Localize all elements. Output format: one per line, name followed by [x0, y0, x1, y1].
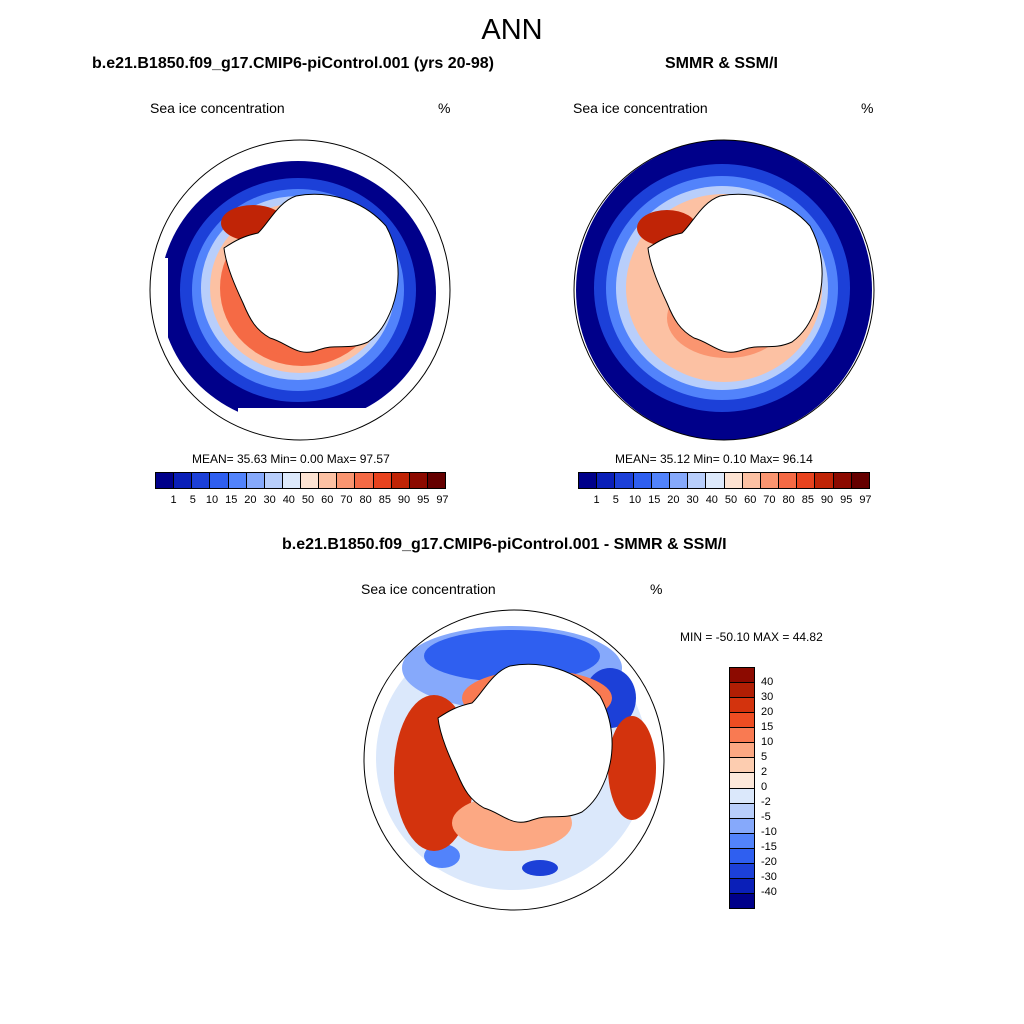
p2-tick: 70 — [763, 494, 776, 506]
p3-tick: -5 — [761, 811, 771, 823]
p2-tick: 30 — [686, 494, 699, 506]
panel2-units-label: % — [861, 100, 874, 116]
panel1-title: b.e21.B1850.f09_g17.CMIP6-piControl.001 … — [92, 55, 494, 72]
panel1-colorbar-ticks: 1 5 10 15 20 30 40 50 60 70 80 85 90 95 … — [164, 494, 452, 506]
p1-tick: 85 — [378, 494, 391, 506]
panel1-colorbar — [155, 472, 446, 489]
panel2-stats: MEAN= 35.12 Min= 0.10 Max= 96.14 — [615, 452, 813, 466]
p2-tick: 20 — [667, 494, 680, 506]
p2-tick: 85 — [801, 494, 814, 506]
p2-tick: 97 — [859, 494, 872, 506]
p2-tick: 5 — [612, 494, 619, 506]
p3-tick: 15 — [761, 721, 774, 733]
p2-tick: 60 — [744, 494, 757, 506]
p3-tick: -2 — [761, 796, 771, 808]
p2-tick: 95 — [840, 494, 853, 506]
panel3-units-label: % — [650, 581, 663, 597]
p2-tick: 80 — [782, 494, 795, 506]
panel3-difference-map — [363, 609, 665, 911]
panel1-field-label: Sea ice concentration — [150, 100, 285, 116]
p3-tick: 10 — [761, 736, 774, 748]
p3-tick: -30 — [761, 871, 777, 883]
p3-tick: 5 — [761, 751, 768, 763]
panel3-colorbar — [729, 667, 755, 909]
main-title: ANN — [481, 14, 543, 46]
p3-tick: 20 — [761, 706, 774, 718]
p1-tick: 95 — [417, 494, 430, 506]
panel1-stats: MEAN= 35.63 Min= 0.00 Max= 97.57 — [192, 452, 390, 466]
panel1-units-label: % — [438, 100, 451, 116]
p3-tick: -10 — [761, 826, 777, 838]
panel3-minmax: MIN = -50.10 MAX = 44.82 — [680, 630, 823, 644]
p1-tick: 1 — [170, 494, 177, 506]
p2-tick: 50 — [724, 494, 738, 506]
p1-tick: 70 — [340, 494, 353, 506]
p1-tick: 40 — [282, 494, 295, 506]
p3-tick: -40 — [761, 886, 777, 898]
p1-tick: 15 — [225, 494, 238, 506]
panel2-field-label: Sea ice concentration — [573, 100, 708, 116]
p2-tick: 40 — [705, 494, 718, 506]
panel2-colorbar — [578, 472, 870, 489]
p2-tick: 10 — [628, 494, 642, 506]
p1-tick: 90 — [397, 494, 411, 506]
panel3-title: b.e21.B1850.f09_g17.CMIP6-piControl.001 … — [282, 536, 727, 553]
p1-tick: 20 — [244, 494, 257, 506]
panel2-observed-map — [573, 139, 875, 441]
p1-tick: 80 — [359, 494, 372, 506]
p3-tick: -15 — [761, 841, 777, 853]
p3-tick: -20 — [761, 856, 777, 868]
p3-tick: 0 — [761, 781, 768, 793]
p1-tick: 30 — [263, 494, 276, 506]
panel1-model-map — [149, 139, 451, 441]
p1-tick: 5 — [189, 494, 196, 506]
p1-tick: 50 — [301, 494, 315, 506]
p2-tick: 15 — [648, 494, 661, 506]
panel3-field-label: Sea ice concentration — [361, 581, 496, 597]
panel2-colorbar-ticks: 1 5 10 15 20 30 40 50 60 70 80 85 90 95 … — [587, 494, 875, 506]
p3-tick: 30 — [761, 691, 774, 703]
p1-tick: 10 — [205, 494, 219, 506]
p2-tick: 1 — [593, 494, 600, 506]
p1-tick: 60 — [321, 494, 334, 506]
p3-tick: 2 — [761, 766, 768, 778]
p2-tick: 90 — [820, 494, 834, 506]
panel2-title: SMMR & SSM/I — [665, 55, 778, 72]
p1-tick: 97 — [436, 494, 449, 506]
p3-tick: 40 — [761, 676, 774, 688]
